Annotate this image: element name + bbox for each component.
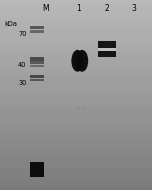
Text: 70: 70 [18,31,27,37]
Bar [30,79,44,81]
Ellipse shape [76,50,88,72]
Text: M: M [42,4,49,13]
Ellipse shape [71,50,84,72]
Text: 40: 40 [18,62,27,68]
Bar [98,41,116,48]
Bar [30,61,44,64]
Bar [30,65,44,66]
Text: 1: 1 [77,4,81,13]
Bar [30,75,44,78]
Bar [98,48,116,51]
Text: kDa: kDa [5,21,18,27]
Bar [98,51,116,57]
Text: 3: 3 [131,4,136,13]
Bar [30,162,44,177]
Bar [30,30,44,33]
Bar [30,57,44,61]
Bar [30,26,44,29]
Text: 30: 30 [18,80,27,86]
Text: 2: 2 [104,4,109,13]
